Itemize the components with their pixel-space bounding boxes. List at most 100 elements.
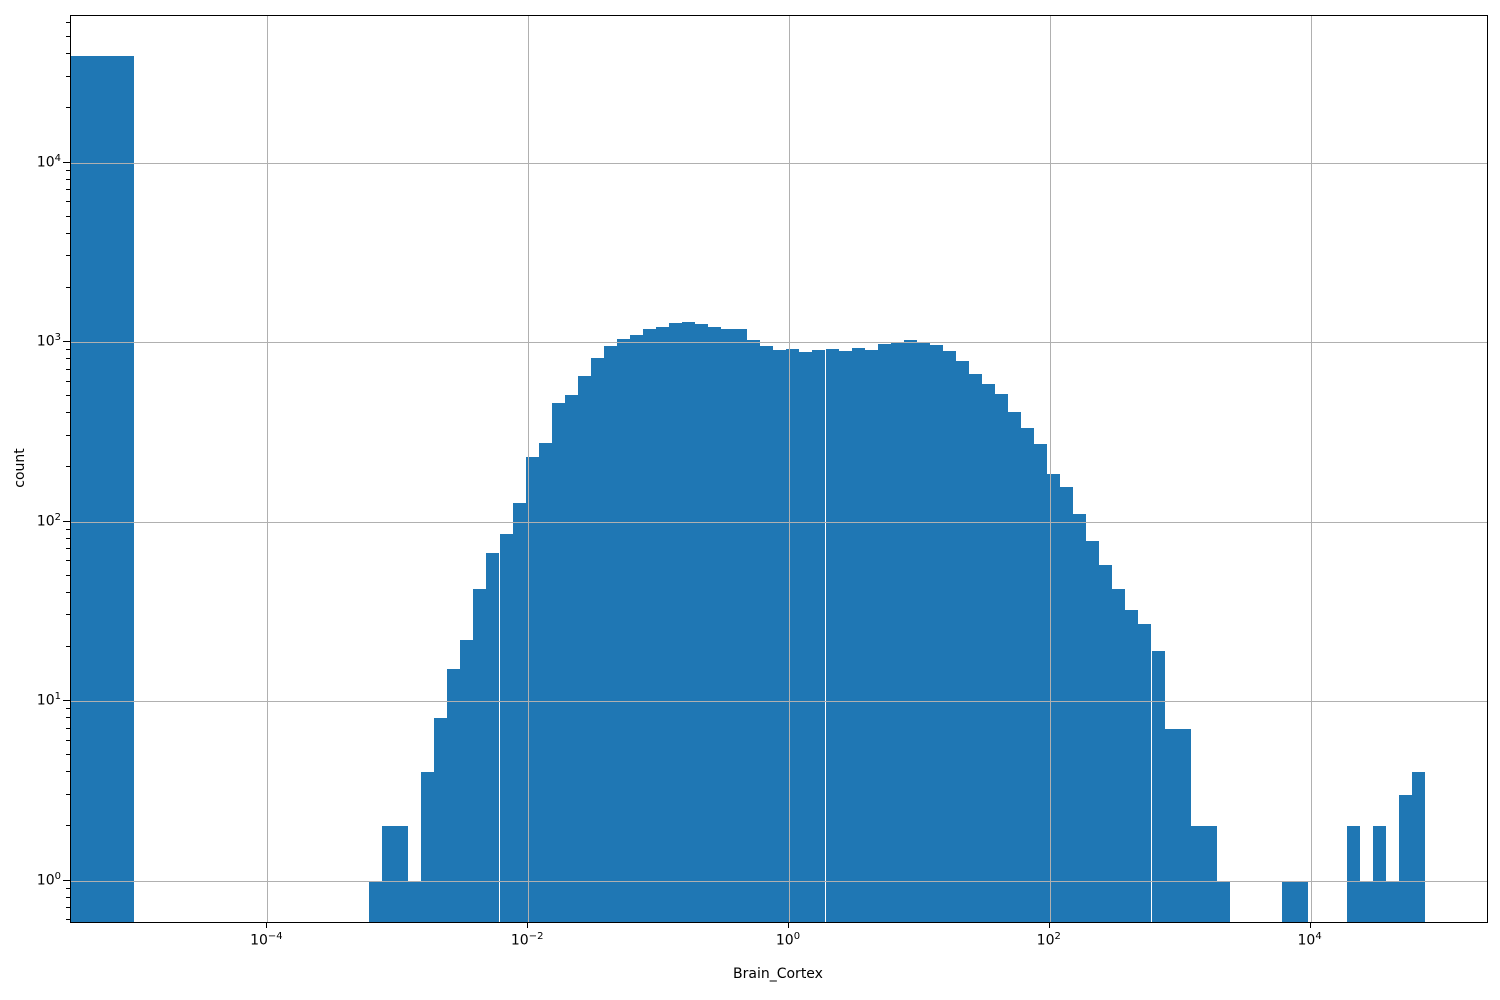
y-minor-tick [66, 537, 70, 539]
y-minor-tick [66, 75, 70, 77]
y-minor-tick [66, 825, 70, 827]
y-minor-tick [66, 215, 70, 217]
y-minor-tick [66, 793, 70, 795]
x-axis-label: Brain_Cortex [733, 966, 823, 982]
histogram-bar [1216, 880, 1230, 922]
y-minor-tick [66, 21, 70, 23]
y-minor-tick [66, 574, 70, 576]
x-gridline [267, 16, 269, 922]
y-minor-tick [66, 614, 70, 616]
y-tick [63, 879, 70, 881]
y-minor-tick [66, 466, 70, 468]
histogram-bar [669, 323, 683, 922]
y-gridline [71, 342, 1487, 343]
histogram-bar [499, 534, 513, 922]
histogram-bar [395, 826, 409, 922]
histogram-bar [577, 376, 591, 922]
histogram-bar [995, 394, 1009, 922]
y-tick-label: 104 [36, 152, 61, 171]
y-minor-tick [66, 395, 70, 397]
x-gridline [1310, 16, 1312, 922]
histogram-bar [382, 826, 396, 922]
y-gridline [71, 521, 1487, 523]
histogram-bar [1099, 565, 1113, 922]
histogram-bar [981, 383, 996, 922]
y-tick [63, 341, 70, 342]
y-minor-tick [66, 645, 70, 647]
histogram-bar [1125, 610, 1139, 922]
histogram-bar [1386, 880, 1400, 922]
histogram-bar [760, 346, 774, 922]
x-gridline [1049, 16, 1051, 922]
x-tick [787, 922, 789, 928]
histogram-bar [1190, 826, 1204, 922]
y-minor-tick [66, 919, 70, 921]
histogram-bar [564, 395, 578, 922]
histogram-bar [1060, 487, 1074, 922]
histogram-bar [447, 669, 461, 922]
histogram-bar [629, 334, 643, 922]
histogram-bar [369, 880, 383, 922]
histogram-bar [1164, 728, 1178, 922]
histogram-bar [1112, 589, 1126, 922]
plot-area [70, 15, 1488, 923]
y-axis-label: count [12, 448, 28, 488]
plot-clip [71, 16, 1487, 922]
histogram-bar [1086, 540, 1100, 922]
y-tick [63, 520, 70, 522]
histogram-bar [486, 552, 500, 922]
histogram-bar [929, 345, 943, 922]
histogram-bar [825, 348, 839, 922]
histogram-bar [1073, 514, 1087, 922]
x-tick-label: 10−4 [250, 931, 283, 949]
y-minor-tick [66, 896, 70, 898]
y-tick-label: 102 [36, 511, 61, 530]
y-minor-tick [66, 178, 70, 180]
histogram-bar [695, 324, 709, 922]
y-minor-tick [66, 907, 70, 909]
histogram-bar [1281, 880, 1295, 922]
histogram-bar [1138, 623, 1152, 922]
x-tick [266, 922, 268, 928]
histogram-bar [877, 343, 891, 922]
y-minor-tick [66, 107, 70, 109]
y-tick-label: 100 [36, 870, 61, 889]
grid-layer [71, 16, 1487, 922]
y-gridline [71, 880, 1487, 882]
x-gridline [528, 16, 530, 922]
y-tick-label: 101 [36, 691, 61, 709]
histogram-bar [890, 341, 904, 922]
y-gridline [71, 701, 1487, 702]
histogram-bar [916, 342, 930, 922]
histogram-bar [434, 718, 448, 922]
histogram-bar [1177, 728, 1191, 922]
y-minor-tick [66, 169, 70, 171]
x-tick [1309, 922, 1311, 928]
y-minor-tick [66, 189, 70, 191]
histogram-bar [1347, 826, 1361, 922]
y-minor-tick [66, 286, 70, 288]
histogram-bar [1203, 826, 1217, 922]
y-minor-tick [66, 434, 70, 436]
x-tick-label: 102 [1036, 931, 1061, 949]
y-tick-label: 103 [36, 332, 61, 350]
y-minor-tick [66, 754, 70, 756]
histogram-bar [708, 326, 722, 922]
histogram-bar [799, 351, 813, 922]
histogram-bar [603, 346, 617, 922]
histogram-bar [721, 329, 735, 922]
y-minor-tick [66, 349, 70, 351]
y-minor-tick [66, 36, 70, 38]
histogram-bar [812, 349, 826, 922]
y-minor-tick [66, 727, 70, 729]
y-minor-tick [66, 412, 70, 414]
histogram-bar [1151, 650, 1165, 922]
y-gridline [71, 162, 1487, 164]
histogram-bar [747, 339, 761, 922]
histogram-bar [864, 349, 878, 922]
x-gridline [788, 16, 790, 922]
y-minor-tick [66, 368, 70, 370]
histogram-bar [538, 442, 552, 922]
y-minor-tick [66, 708, 70, 710]
